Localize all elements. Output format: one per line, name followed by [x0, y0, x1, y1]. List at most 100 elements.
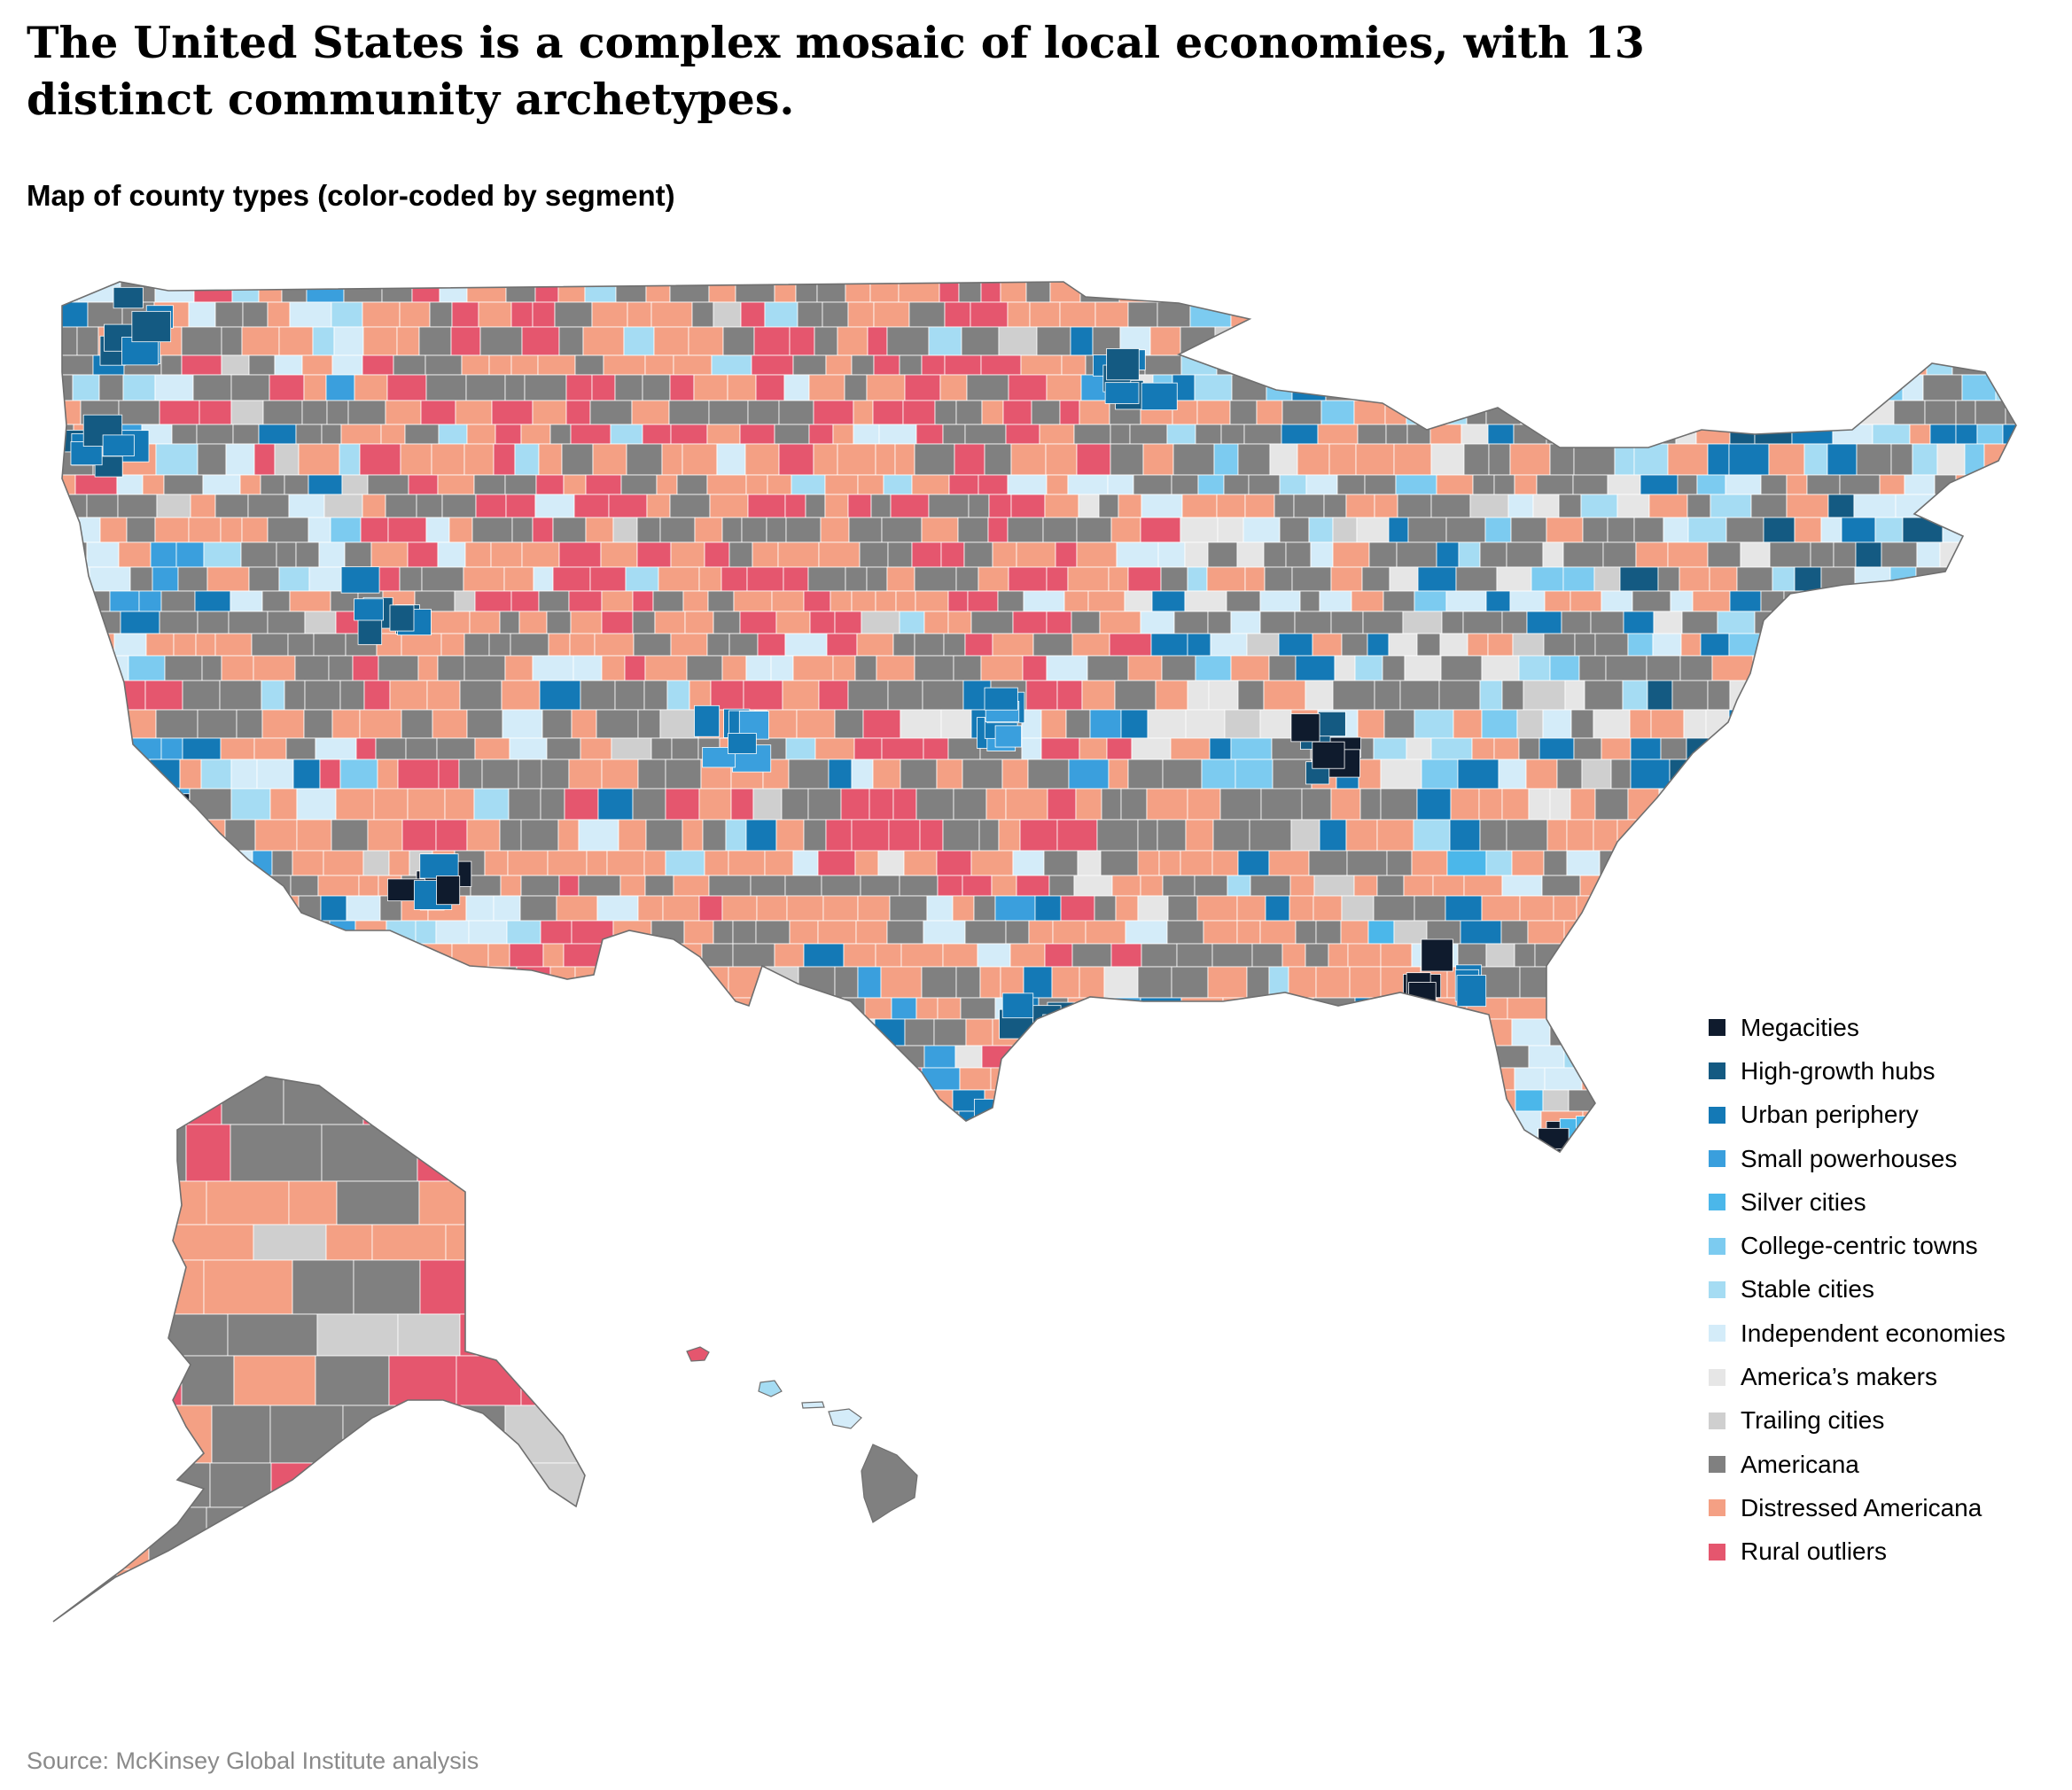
county-cell: [1481, 655, 1520, 681]
county-cell: [1067, 566, 1110, 592]
county-cell: [1281, 424, 1319, 445]
county-cell: [2004, 301, 2016, 328]
county-cell: [1683, 920, 1717, 945]
county-cell: [1463, 875, 1503, 897]
county-cell: [901, 1067, 923, 1091]
county-cell: [1576, 400, 1617, 425]
county-cell: [1546, 997, 1581, 1020]
county-cell: [62, 759, 86, 790]
county-cell: [706, 1045, 747, 1069]
county-cell: [1749, 759, 1791, 790]
county-cell: [1486, 1140, 1508, 1152]
county-cell: [637, 966, 668, 999]
county-cell: [388, 1355, 457, 1406]
county-cell: [230, 1124, 323, 1182]
county-cell: [315, 1355, 390, 1406]
county-cell: [463, 1124, 545, 1182]
county-cell: [73, 920, 116, 945]
county-cell: [752, 788, 783, 821]
county-cell: [1899, 694, 1925, 719]
county-cell: [181, 354, 222, 376]
county-cell: [921, 517, 959, 543]
county-cell: [1351, 301, 1395, 328]
county-cell: [331, 1067, 354, 1091]
county-cell: [1118, 282, 1156, 303]
county-cell: [1103, 966, 1139, 999]
county-cell: [689, 1110, 725, 1142]
county-cell: [1382, 655, 1406, 681]
county-cell: [798, 966, 836, 999]
county-cell: [1609, 966, 1643, 999]
county-cell: [1841, 655, 1881, 681]
county-cell: [415, 920, 437, 945]
county-cell: [121, 966, 144, 999]
county-cell: [1428, 374, 1458, 401]
county-cell: [1772, 566, 1795, 592]
county-cell: [1390, 1089, 1432, 1112]
county-cell: [1573, 737, 1602, 760]
county-cell: [707, 590, 735, 612]
county-cell: [1757, 759, 1798, 788]
county-cell: [1319, 819, 1347, 852]
county-cell: [1728, 633, 1767, 657]
county-cell: [869, 282, 900, 303]
county-cell: [548, 633, 571, 657]
county-cell: [757, 633, 786, 657]
county-cell: [2013, 443, 2016, 476]
county-cell: [1760, 920, 1801, 945]
county-cell: [1019, 1045, 1043, 1069]
county-cell: [1603, 301, 1638, 328]
county-cell: [281, 966, 307, 999]
county-cell: [1478, 788, 1503, 821]
county-cell: [1357, 709, 1385, 739]
county-cell: [967, 590, 999, 612]
county-cell: [750, 875, 786, 897]
county-cell: [1660, 737, 1687, 760]
county-cell: [973, 895, 996, 922]
county-cell: [1173, 611, 1209, 634]
county-cell: [1671, 806, 1702, 836]
county-cell: [594, 633, 635, 657]
county-cell: [261, 966, 283, 999]
county-cell: [604, 1018, 643, 1047]
county-cell: [1912, 443, 1938, 476]
county-cell: [711, 354, 752, 376]
county-cell: [1977, 895, 2002, 922]
county-cell: [1407, 517, 1447, 543]
county-cell: [354, 920, 387, 945]
county-cell: [386, 966, 410, 999]
county-cell: [796, 709, 836, 739]
county-cell: [1431, 1045, 1466, 1069]
county-cell: [1725, 850, 1750, 876]
county-cell: [1542, 1089, 1570, 1112]
county-cell: [1564, 680, 1585, 711]
county-cell: [1972, 326, 1999, 356]
county-cell: [826, 633, 858, 657]
county-cell: [1444, 282, 1483, 303]
county-cell: [1250, 875, 1291, 897]
county-cell: [397, 759, 440, 790]
county-cell: [1029, 301, 1061, 328]
county-cell: [1579, 997, 1619, 1020]
county-cell: [1853, 788, 1889, 821]
legend-label: Independent economies: [1741, 1319, 2006, 1347]
county-cell: [866, 374, 906, 401]
county-cell: [589, 566, 627, 592]
county-cell: [53, 1077, 129, 1125]
county-cell: [620, 474, 658, 495]
county-cell: [190, 494, 216, 518]
county-cell: [1380, 788, 1418, 821]
county-cell: [1725, 966, 1764, 999]
county-cell: [1810, 541, 1834, 568]
county-cell: [756, 895, 788, 922]
county-cell: [128, 819, 157, 852]
county-cell: [1897, 819, 1921, 852]
county-cell: [82, 1140, 108, 1152]
county-cell: [1390, 997, 1419, 1020]
county-cell: [386, 1614, 457, 1622]
county-cell: [175, 541, 205, 568]
county-cell: [853, 424, 880, 445]
county-cell: [62, 709, 82, 739]
county-cell: [1878, 759, 1916, 790]
county-cell: [585, 517, 614, 543]
